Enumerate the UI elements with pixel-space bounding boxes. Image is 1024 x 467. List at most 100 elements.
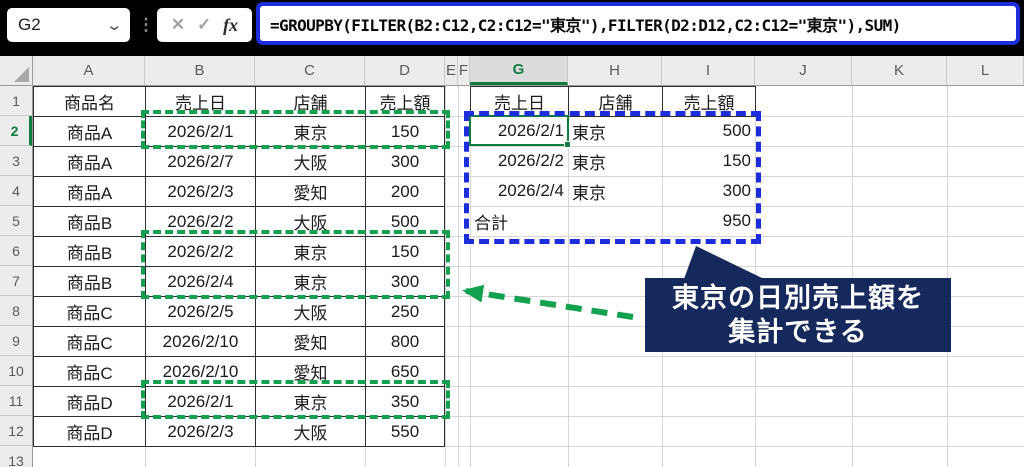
cell-I5[interactable]: 950 — [722, 211, 751, 230]
column-header-L[interactable]: L — [947, 56, 1024, 85]
cell-G4[interactable]: 2026/2/4 — [497, 181, 564, 200]
row-header-12[interactable]: 12 — [0, 416, 32, 446]
cell-A6[interactable]: 商品B — [34, 237, 146, 267]
cell-D12[interactable]: 550 — [366, 417, 445, 447]
cell-A1[interactable]: 商品名 — [34, 87, 146, 117]
cell-H2[interactable]: 東京 — [572, 123, 606, 143]
gridlines — [0, 56, 1024, 467]
formula-bar[interactable]: =GROUPBY(FILTER(B2:C12,C2:C12="東京"),FILT… — [256, 2, 1020, 45]
cell-D8[interactable]: 250 — [366, 297, 445, 327]
gridline — [470, 86, 471, 467]
cell-A5[interactable]: 商品B — [34, 207, 146, 237]
cell-G5[interactable]: 合計 — [474, 213, 508, 233]
cell-A9[interactable]: 商品C — [34, 327, 146, 357]
cell-A12[interactable]: 商品D — [34, 417, 146, 447]
formula-buttons: ✕ ✓ fx — [157, 8, 252, 42]
cell-A4[interactable]: 商品A — [34, 177, 146, 207]
cell-C9[interactable]: 愛知 — [256, 327, 366, 357]
cell-A10[interactable]: 商品C — [34, 357, 146, 387]
gridline — [33, 236, 1024, 237]
cell-B2[interactable]: 2026/2/1 — [146, 117, 256, 147]
cell-D2[interactable]: 150 — [366, 117, 445, 147]
column-header-F[interactable]: F — [458, 56, 470, 85]
select-all-triangle-icon — [14, 67, 29, 82]
cell-G3[interactable]: 2026/2/2 — [497, 151, 564, 170]
column-header-C[interactable]: C — [255, 56, 365, 85]
row-header-4[interactable]: 4 — [0, 176, 32, 206]
row-header-2[interactable]: 2 — [0, 116, 32, 146]
row-header-5[interactable]: 5 — [0, 206, 32, 236]
cell-I3[interactable]: 150 — [722, 151, 751, 170]
column-header-J[interactable]: J — [755, 56, 852, 85]
callout-tail — [684, 246, 764, 279]
select-all-button[interactable] — [0, 56, 33, 86]
cell-A2[interactable]: 商品A — [34, 117, 146, 147]
cell-C3[interactable]: 大阪 — [256, 147, 366, 177]
column-header-E[interactable]: E — [445, 56, 458, 85]
cell-C6[interactable]: 東京 — [256, 237, 366, 267]
cell-D4[interactable]: 200 — [366, 177, 445, 207]
cell-A7[interactable]: 商品B — [34, 267, 146, 297]
cell-A11[interactable]: 商品D — [34, 387, 146, 417]
gridline — [33, 416, 1024, 417]
cell-C2[interactable]: 東京 — [256, 117, 366, 147]
column-header-K[interactable]: K — [852, 56, 947, 85]
cell-B9[interactable]: 2026/2/10 — [146, 327, 256, 357]
cell-H4[interactable]: 東京 — [572, 183, 606, 203]
column-header-D[interactable]: D — [365, 56, 445, 85]
enter-icon[interactable]: ✓ — [196, 15, 212, 34]
row-header-11[interactable]: 11 — [0, 386, 32, 416]
gridline — [33, 356, 1024, 357]
cell-I4[interactable]: 300 — [722, 181, 751, 200]
cell-C7[interactable]: 東京 — [256, 267, 366, 297]
cell-B12[interactable]: 2026/2/3 — [146, 417, 256, 447]
column-header-H[interactable]: H — [568, 56, 662, 85]
column-header-G[interactable]: G — [470, 56, 568, 85]
row-header-10[interactable]: 10 — [0, 356, 32, 386]
fill-handle[interactable] — [564, 141, 571, 148]
gridline — [947, 86, 948, 467]
more-options-icon[interactable]: ⋮ — [137, 15, 155, 34]
row-header-7[interactable]: 7 — [0, 266, 32, 296]
row-header-9[interactable]: 9 — [0, 326, 32, 356]
cell-C8[interactable]: 大阪 — [256, 297, 366, 327]
column-header-I[interactable]: I — [662, 56, 755, 85]
cell-B7[interactable]: 2026/2/4 — [146, 267, 256, 297]
cell-C12[interactable]: 大阪 — [256, 417, 366, 447]
cell-B6[interactable]: 2026/2/2 — [146, 237, 256, 267]
row-header-8[interactable]: 8 — [0, 296, 32, 326]
cell-G2[interactable]: 2026/2/1 — [497, 121, 564, 140]
cell-D6[interactable]: 150 — [366, 237, 445, 267]
cell-B11[interactable]: 2026/2/1 — [146, 387, 256, 417]
column-header-B[interactable]: B — [145, 56, 255, 85]
cell-H3[interactable]: 東京 — [572, 153, 606, 173]
gridline — [33, 296, 1024, 297]
row-header-6[interactable]: 6 — [0, 236, 32, 266]
row-header-1[interactable]: 1 — [0, 86, 32, 116]
chevron-down-icon[interactable]: ⌄ — [105, 16, 124, 34]
formula-text: =GROUPBY(FILTER(B2:C12,C2:C12="東京"),FILT… — [270, 15, 901, 35]
cell-B3[interactable]: 2026/2/7 — [146, 147, 256, 177]
callout-line2: 集計できる — [728, 317, 868, 347]
row-header-13[interactable]: 13 — [0, 446, 32, 467]
green-highlight-box-rows6-7 — [141, 230, 450, 299]
green-highlight-box-row11 — [141, 380, 450, 419]
row-header-3[interactable]: 3 — [0, 146, 32, 176]
name-box[interactable]: G2 ⌄ — [7, 8, 130, 42]
cell-B8[interactable]: 2026/2/5 — [146, 297, 256, 327]
cell-A8[interactable]: 商品C — [34, 297, 146, 327]
cell-I2[interactable]: 500 — [722, 121, 751, 140]
cancel-icon[interactable]: ✕ — [170, 15, 186, 34]
column-header-A[interactable]: A — [33, 56, 145, 85]
cell-A3[interactable]: 商品A — [34, 147, 146, 177]
cell-D9[interactable]: 800 — [366, 327, 445, 357]
gridline — [33, 206, 1024, 207]
gridline — [33, 176, 1024, 177]
cell-C11[interactable]: 東京 — [256, 387, 366, 417]
gridline — [445, 86, 446, 467]
cell-C4[interactable]: 愛知 — [256, 177, 366, 207]
cell-B4[interactable]: 2026/2/3 — [146, 177, 256, 207]
insert-function-icon[interactable]: fx — [223, 14, 239, 35]
cell-D3[interactable]: 300 — [366, 147, 445, 177]
